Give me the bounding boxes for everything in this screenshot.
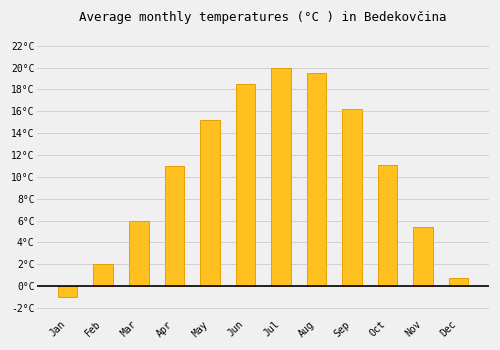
Bar: [58, 286, 78, 297]
Bar: [306, 73, 326, 286]
Bar: [271, 68, 290, 286]
Bar: [129, 220, 148, 286]
Bar: [94, 264, 113, 286]
Bar: [378, 165, 398, 286]
Bar: [414, 227, 433, 286]
Bar: [449, 278, 468, 286]
Bar: [342, 109, 362, 286]
Title: Average monthly temperatures (°C ) in Bedekovčina: Average monthly temperatures (°C ) in Be…: [80, 11, 447, 24]
Bar: [200, 120, 220, 286]
Bar: [236, 84, 255, 286]
Bar: [164, 166, 184, 286]
